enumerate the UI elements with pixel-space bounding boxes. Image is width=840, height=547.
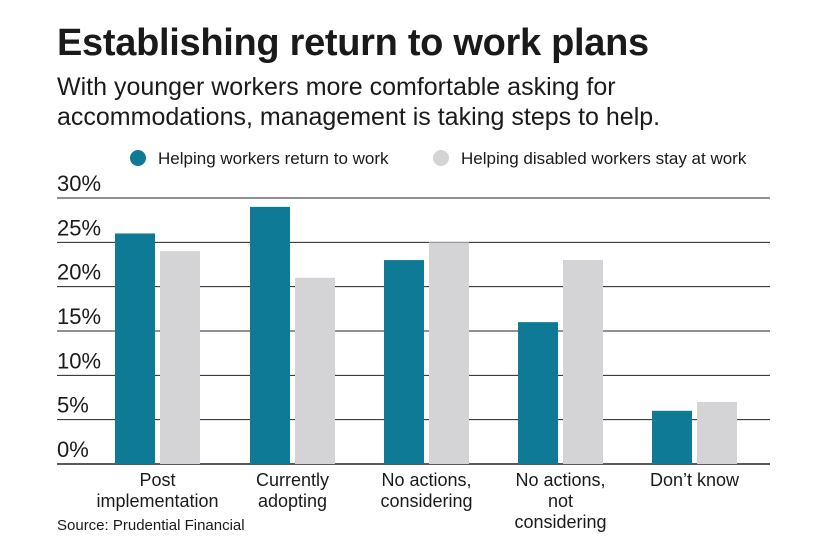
y-tick-label: 25%: [57, 215, 101, 240]
y-tick-label: 15%: [57, 304, 101, 329]
bar: [160, 251, 200, 464]
y-tick-label: 5%: [57, 393, 89, 418]
chart-subtitle: With younger workers more comfortable as…: [57, 73, 661, 131]
y-tick-label: 20%: [57, 260, 101, 285]
bar: [518, 322, 558, 464]
legend-label: Helping workers return to work: [158, 149, 389, 168]
bar: [295, 277, 335, 464]
chart-title: Establishing return to work plans: [57, 22, 649, 64]
x-tick-label: No actions, considering: [380, 470, 472, 511]
bar: [384, 260, 424, 464]
x-tick-label: Don’t know: [650, 470, 740, 490]
y-tick-label: 30%: [57, 171, 101, 196]
legend-marker: [130, 150, 146, 166]
x-tick-label: Currently adopting: [256, 470, 329, 511]
bar: [250, 206, 290, 464]
legend-marker: [433, 150, 449, 166]
bar: [652, 410, 692, 464]
bar: [563, 260, 603, 464]
y-tick-label: 10%: [57, 348, 101, 373]
x-tick-label: Post implementation: [96, 470, 218, 511]
legend-label: Helping disabled workers stay at work: [461, 149, 747, 168]
source-note: Source: Prudential Financial: [57, 517, 245, 534]
bar: [697, 401, 737, 464]
bar: [429, 242, 469, 464]
y-tick-label: 0%: [57, 437, 89, 462]
bar: [115, 233, 155, 464]
x-tick-label: No actions, not considering: [514, 470, 606, 532]
